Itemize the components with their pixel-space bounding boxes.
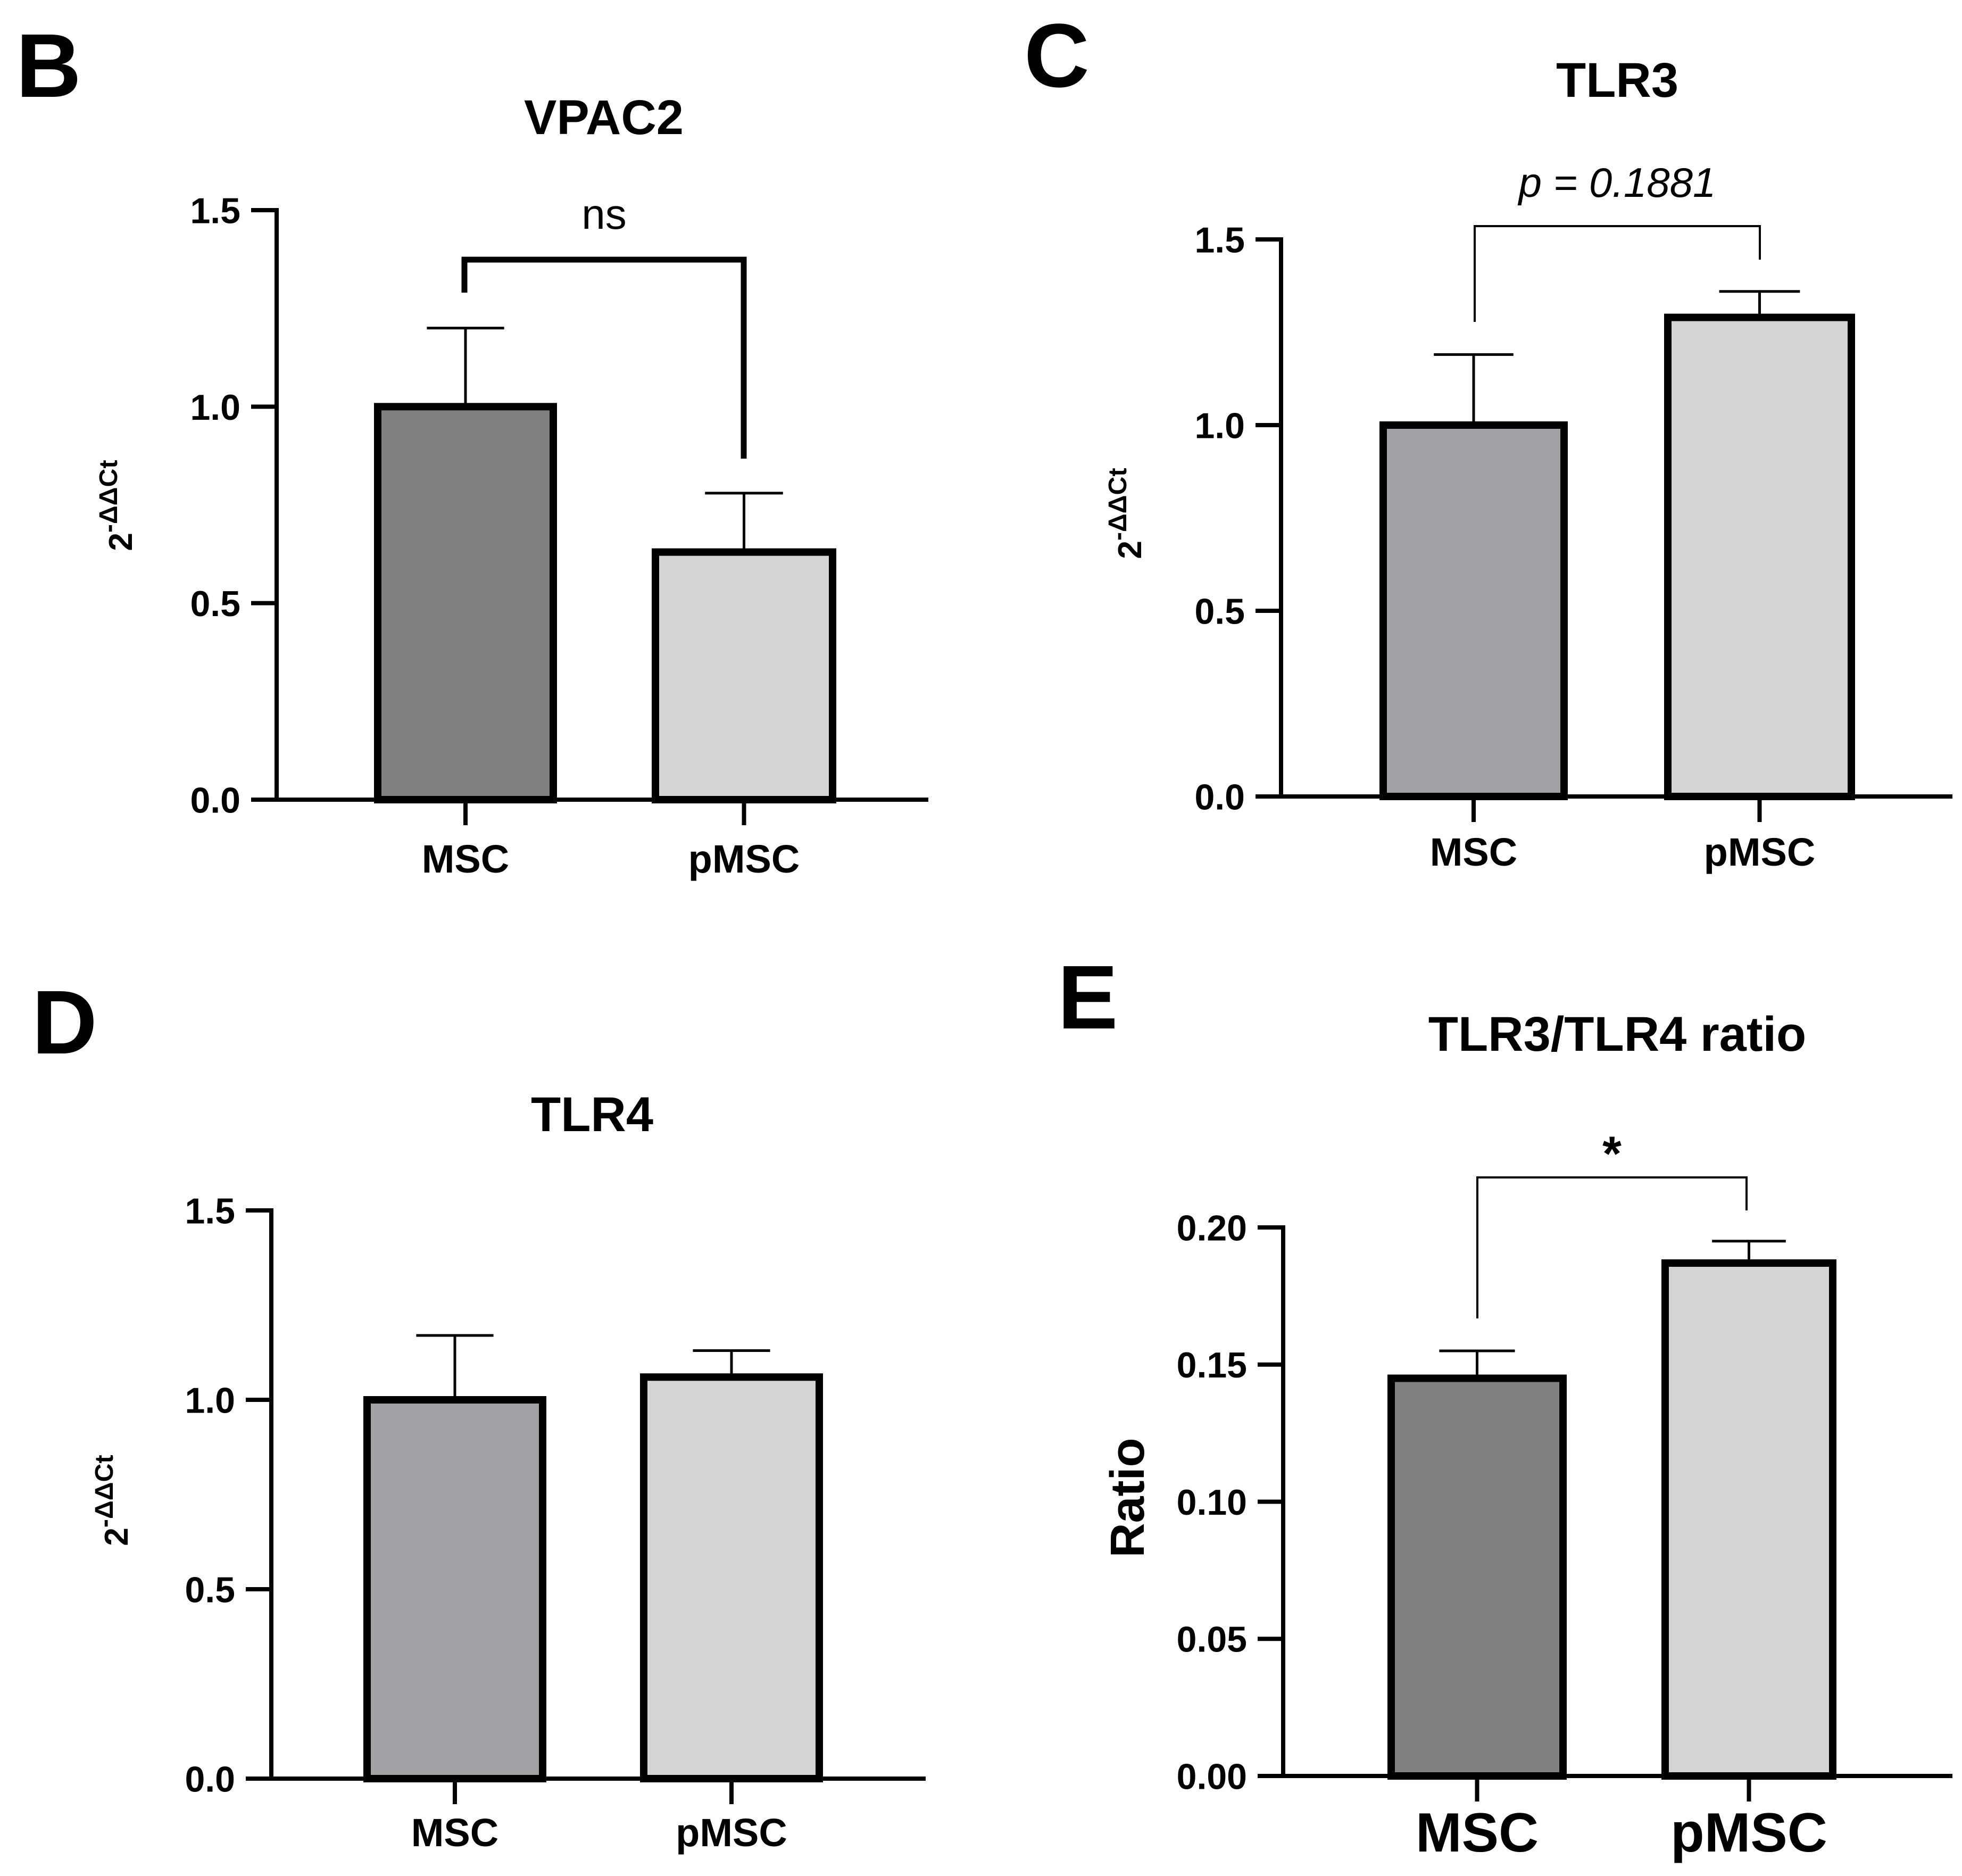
bar-msc bbox=[374, 403, 557, 803]
bar-msc bbox=[1379, 421, 1568, 800]
y-tick-label: 1.0 bbox=[185, 1380, 235, 1421]
x-tick-label: MSC bbox=[1430, 830, 1517, 874]
y-axis-label-base: 2 bbox=[103, 533, 139, 551]
y-tick-label: 0.0 bbox=[185, 1759, 235, 1799]
significance-bracket bbox=[1474, 225, 1761, 322]
significance-bracket bbox=[1476, 1176, 1748, 1318]
bar-msc bbox=[363, 1396, 546, 1782]
y-axis-label-base: 2 bbox=[1112, 541, 1149, 559]
y-tick-label: 0.5 bbox=[185, 1570, 235, 1610]
chart-panel-d: D TLR4 2-ΔΔCt 0.0 0.5 1.0 1.5 MSC pMSC bbox=[32, 972, 926, 1855]
y-tick-label: 0.0 bbox=[1194, 777, 1245, 817]
y-tick-label: 0.20 bbox=[1177, 1208, 1247, 1248]
bar-msc bbox=[1387, 1374, 1567, 1780]
y-axis-label-exponent: -ΔΔCt bbox=[1103, 468, 1132, 541]
bar-pmsc bbox=[652, 548, 836, 803]
chart-panel-b: B VPAC2 2-ΔΔCt 0.0 0.5 1.0 1.5 MSC pMSC ns bbox=[16, 15, 928, 881]
significance-label: p = 0.1881 bbox=[1518, 159, 1716, 206]
chart-panel-e: E TLR3/TLR4 ratio Ratio 0.00 0.05 0.10 0.15 0.2… bbox=[1058, 947, 1952, 1864]
y-tick-label: 0.10 bbox=[1177, 1482, 1247, 1523]
panel-label: B bbox=[16, 15, 81, 117]
chart-title: TLR4 bbox=[531, 1088, 653, 1142]
y-tick-label: 1.0 bbox=[1194, 405, 1245, 446]
y-tick-label: 1.5 bbox=[185, 1191, 235, 1231]
chart-title: TLR3/TLR4 ratio bbox=[1428, 1007, 1806, 1061]
x-tick-label: MSC bbox=[411, 1811, 498, 1855]
y-tick-label: 0.5 bbox=[190, 584, 240, 624]
y-tick-label: 1.5 bbox=[1194, 220, 1245, 260]
y-tick-label: 1.0 bbox=[190, 387, 240, 428]
y-tick-label: 0.0 bbox=[190, 780, 240, 820]
y-axis-label-exponent: -ΔΔCt bbox=[90, 1455, 119, 1528]
x-tick-label: MSC bbox=[1416, 1802, 1539, 1864]
significance-label: ns bbox=[581, 190, 627, 238]
y-axis-label-base: 2 bbox=[98, 1528, 135, 1546]
bar-pmsc bbox=[640, 1373, 823, 1782]
y-axis-label: 2-ΔΔCt bbox=[1103, 468, 1149, 559]
x-tick-label: pMSC bbox=[688, 837, 800, 881]
x-tick-label: pMSC bbox=[676, 1811, 787, 1855]
y-tick-label: 0.5 bbox=[1194, 591, 1245, 632]
x-tick-label: MSC bbox=[422, 837, 509, 881]
panel-label: D bbox=[32, 972, 97, 1073]
y-axis-label: 2-ΔΔCt bbox=[94, 460, 139, 551]
y-tick-label: 0.05 bbox=[1177, 1620, 1247, 1660]
y-axis-label: Ratio bbox=[1101, 1438, 1154, 1558]
y-axis-label-exponent: -ΔΔCt bbox=[94, 460, 123, 533]
bar-pmsc bbox=[1661, 1259, 1836, 1780]
chart-title: TLR3 bbox=[1556, 53, 1678, 107]
significance-label: * bbox=[1602, 1127, 1622, 1181]
bar-pmsc bbox=[1664, 313, 1855, 800]
y-tick-label: 0.00 bbox=[1177, 1756, 1247, 1797]
y-tick-label: 0.15 bbox=[1177, 1345, 1247, 1385]
chart-title: VPAC2 bbox=[524, 90, 684, 145]
panel-label: E bbox=[1058, 947, 1118, 1048]
x-tick-label: pMSC bbox=[1704, 830, 1816, 874]
significance-bracket bbox=[461, 256, 747, 459]
y-tick-label: 1.5 bbox=[190, 190, 240, 231]
y-axis-label: 2-ΔΔCt bbox=[90, 1455, 135, 1546]
chart-panel-c: C TLR3 2-ΔΔCt 0.0 0.5 1.0 1.5 MSC pMSC p = 0.1881 bbox=[1024, 5, 1952, 874]
panel-label: C bbox=[1024, 5, 1090, 106]
x-tick-label: pMSC bbox=[1670, 1802, 1827, 1864]
